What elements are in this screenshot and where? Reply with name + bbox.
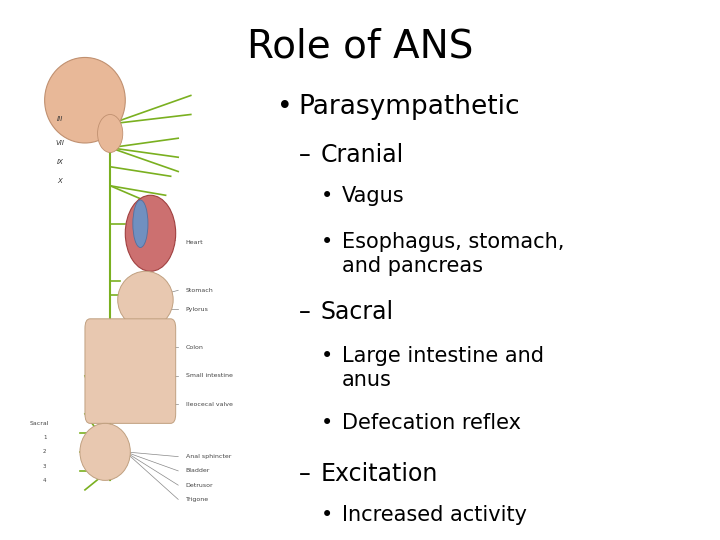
Text: Bladder: Bladder bbox=[186, 468, 210, 474]
Text: Parasympathetic: Parasympathetic bbox=[299, 94, 521, 120]
Text: Detrusor: Detrusor bbox=[186, 483, 213, 488]
Ellipse shape bbox=[132, 200, 148, 247]
Text: Sacral: Sacral bbox=[30, 421, 50, 426]
Text: Cranial: Cranial bbox=[320, 143, 404, 167]
Text: Stomach: Stomach bbox=[186, 288, 214, 293]
Ellipse shape bbox=[45, 57, 125, 143]
Text: Esophagus, stomach,
and pancreas: Esophagus, stomach, and pancreas bbox=[342, 232, 564, 276]
Text: •: • bbox=[320, 232, 333, 252]
Text: Role of ANS: Role of ANS bbox=[247, 27, 473, 65]
Text: 3: 3 bbox=[43, 464, 46, 469]
Text: 2: 2 bbox=[43, 449, 46, 454]
Text: Colon: Colon bbox=[186, 345, 204, 350]
Text: –: – bbox=[299, 300, 310, 323]
Text: •: • bbox=[320, 346, 333, 366]
Text: –: – bbox=[299, 462, 310, 485]
Text: Ileocecal valve: Ileocecal valve bbox=[186, 402, 233, 407]
Text: –: – bbox=[299, 143, 310, 167]
Text: Defecation reflex: Defecation reflex bbox=[342, 413, 521, 433]
Text: Excitation: Excitation bbox=[320, 462, 438, 485]
Text: Large intestine and
anus: Large intestine and anus bbox=[342, 346, 544, 389]
Text: IX: IX bbox=[56, 159, 63, 165]
Text: Pylorus: Pylorus bbox=[186, 307, 209, 312]
Text: 4: 4 bbox=[43, 478, 46, 483]
Ellipse shape bbox=[125, 195, 176, 271]
Text: •: • bbox=[320, 186, 333, 206]
Text: Sacral: Sacral bbox=[320, 300, 394, 323]
Text: Increased activity: Increased activity bbox=[342, 505, 527, 525]
Text: VII: VII bbox=[55, 140, 64, 146]
Text: Heart: Heart bbox=[186, 240, 203, 245]
Text: 1: 1 bbox=[43, 435, 46, 440]
Text: III: III bbox=[57, 116, 63, 122]
Text: Anal sphincter: Anal sphincter bbox=[186, 454, 231, 459]
Text: •: • bbox=[320, 413, 333, 433]
Text: X: X bbox=[58, 178, 62, 184]
Ellipse shape bbox=[118, 271, 173, 328]
FancyBboxPatch shape bbox=[85, 319, 176, 423]
Text: Vagus: Vagus bbox=[342, 186, 405, 206]
Text: Small intestine: Small intestine bbox=[186, 373, 233, 379]
Ellipse shape bbox=[80, 423, 130, 481]
Text: Trigone: Trigone bbox=[186, 497, 209, 502]
Text: •: • bbox=[320, 505, 333, 525]
Text: •: • bbox=[277, 94, 293, 120]
Ellipse shape bbox=[98, 114, 122, 152]
